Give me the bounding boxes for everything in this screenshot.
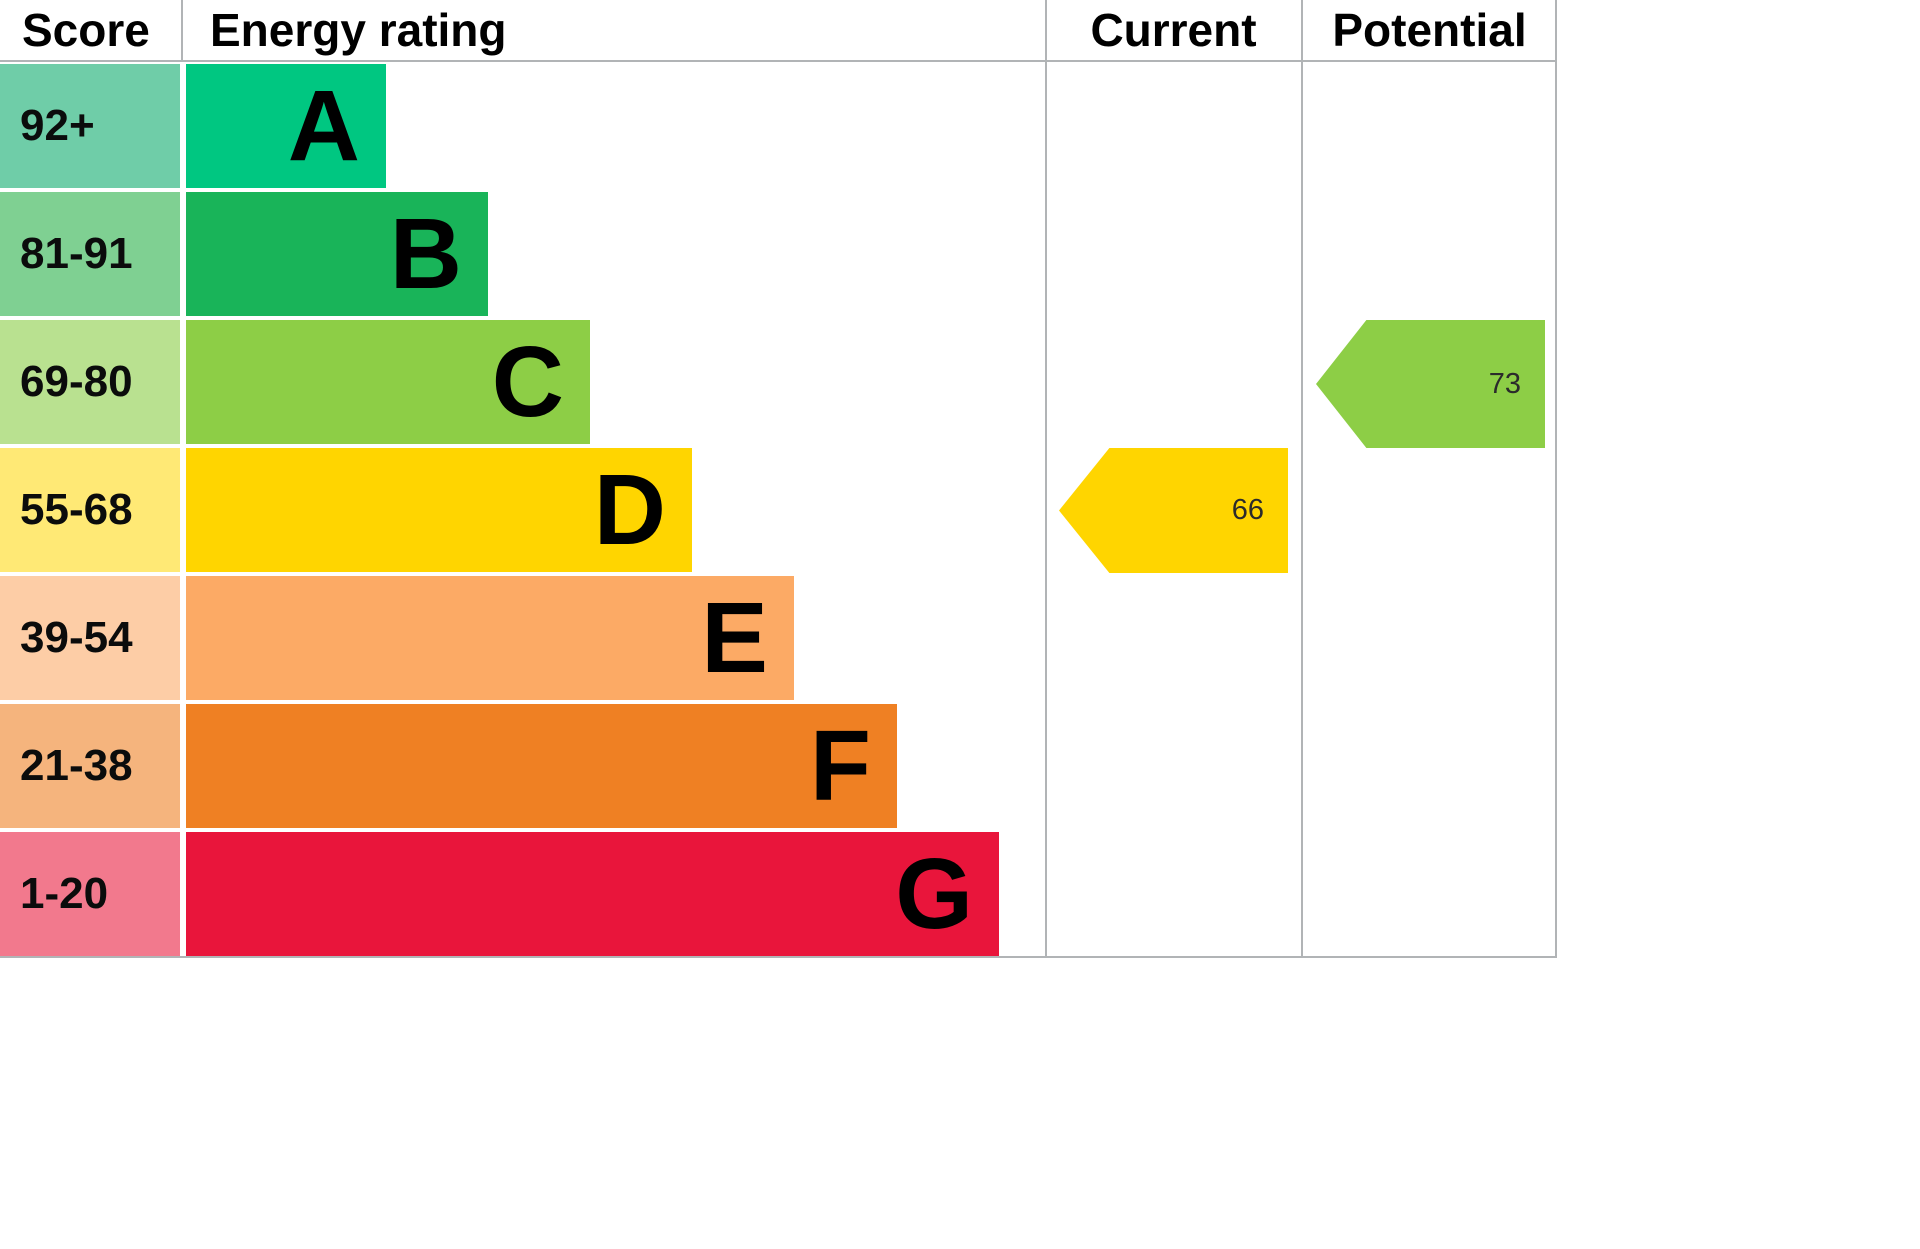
band-bar: C [186, 320, 590, 444]
band-score-cell: 39-54 [0, 576, 180, 700]
right-border-line [1555, 0, 1557, 958]
score-column-divider [181, 0, 183, 60]
band-letter: G [895, 838, 973, 950]
bottom-border-line [0, 956, 1557, 958]
band-row-d: 55-68 D [0, 446, 1045, 574]
score-header: Score [22, 4, 150, 56]
band-score-cell: 69-80 [0, 320, 180, 444]
band-score-cell: 21-38 [0, 704, 180, 828]
band-letter: C [491, 326, 564, 438]
band-bar: B [186, 192, 488, 316]
band-bar: D [186, 448, 692, 572]
band-bar: G [186, 832, 999, 956]
band-row-a: 92+ A [0, 62, 1045, 190]
band-score-cell: 81-91 [0, 192, 180, 316]
band-row-g: 1-20 G [0, 830, 1045, 958]
current-value: 66 [1231, 494, 1264, 526]
potential-header: Potential [1332, 4, 1527, 56]
band-letter: E [701, 582, 768, 694]
band-row-f: 21-38 F [0, 702, 1045, 830]
current-header: Current [1090, 4, 1257, 56]
band-bar: A [186, 64, 386, 188]
potential-column-divider [1301, 0, 1303, 958]
band-rows: 92+ A 81-91 B 69-80 C 55-68 D 39-54 E 21… [0, 62, 1045, 958]
band-letter: F [809, 710, 871, 822]
energy-rating-header: Energy rating [210, 4, 507, 56]
band-score-cell: 1-20 [0, 832, 180, 956]
band-score-cell: 92+ [0, 64, 180, 188]
band-bar: F [186, 704, 897, 828]
band-bar: E [186, 576, 794, 700]
potential-marker: 73 [1316, 320, 1545, 448]
band-letter: D [593, 454, 666, 566]
band-letter: B [389, 198, 462, 310]
potential-value: 73 [1488, 367, 1521, 400]
band-score-cell: 55-68 [0, 448, 180, 572]
band-row-e: 39-54 E [0, 574, 1045, 702]
band-letter: A [287, 70, 360, 182]
band-row-b: 81-91 B [0, 190, 1045, 318]
current-column-divider [1045, 0, 1047, 958]
current-marker: 66 [1059, 448, 1288, 573]
band-row-c: 69-80 C [0, 318, 1045, 446]
header-divider-line [0, 60, 1557, 62]
